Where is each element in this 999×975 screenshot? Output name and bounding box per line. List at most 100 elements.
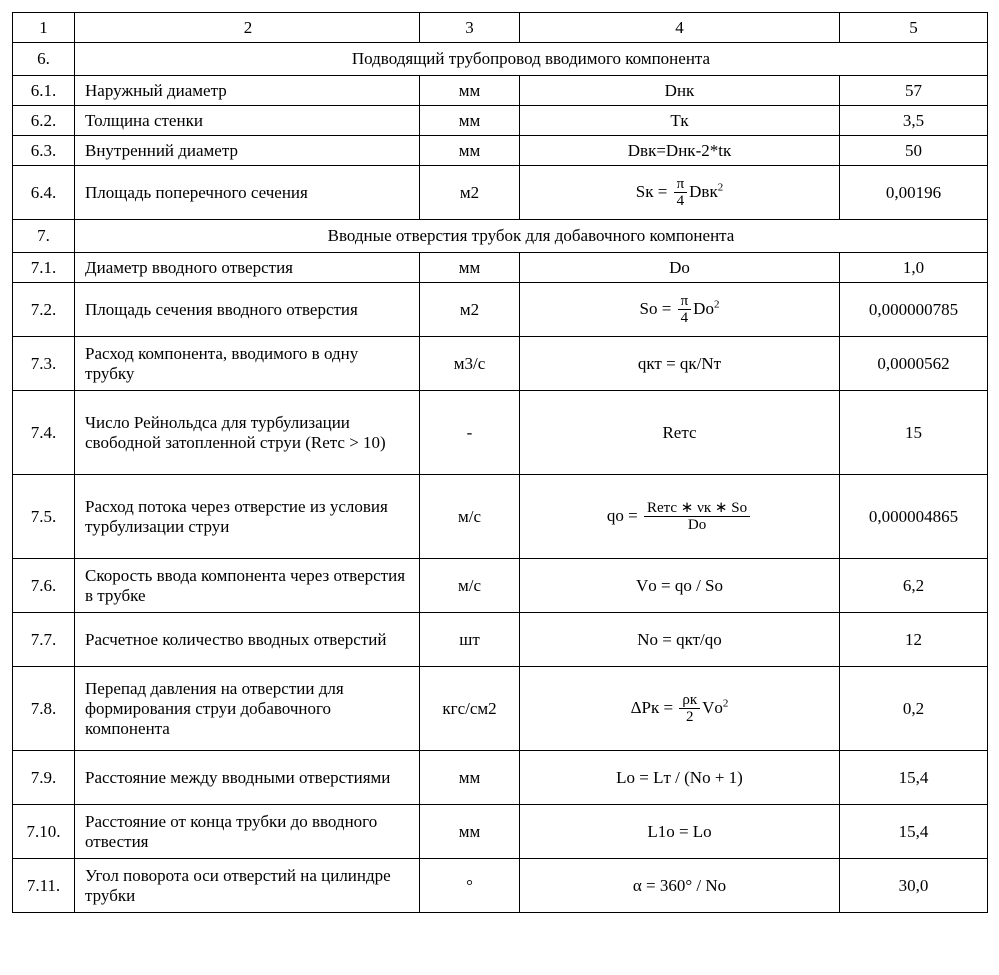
row-num: 7.10. — [13, 805, 75, 859]
row-name: Площадь поперечного сечения — [75, 166, 420, 220]
frac-den: 4 — [678, 310, 692, 327]
row-name: Расчетное количество вводных отверстий — [75, 613, 420, 667]
row-num: 6.3. — [13, 136, 75, 166]
frac-den: 4 — [674, 193, 688, 210]
row-num: 6.1. — [13, 76, 75, 106]
row-7-2: 7.2. Площадь сечения вводного отверстия … — [13, 283, 988, 337]
row-6-2: 6.2. Толщина стенки мм Тк 3,5 — [13, 106, 988, 136]
row-7-3: 7.3. Расход компонента, вводимого в одну… — [13, 337, 988, 391]
row-num: 7.1. — [13, 253, 75, 283]
formula-prefix: Sо = — [640, 298, 676, 317]
row-name: Расстояние от конца трубки до вводного о… — [75, 805, 420, 859]
formula-sup: 2 — [714, 298, 720, 310]
row-unit: мм — [420, 76, 520, 106]
row-unit: кгс/см2 — [420, 667, 520, 751]
row-7-11: 7.11. Угол поворота оси отверстий на цил… — [13, 859, 988, 913]
row-unit: мм — [420, 805, 520, 859]
fraction: Reтс ∗ νк ∗ SоDо — [644, 500, 750, 534]
row-unit: м/с — [420, 559, 520, 613]
section-7-title: Вводные отверстия трубок для добавочного… — [75, 220, 988, 253]
header-col-5: 5 — [840, 13, 988, 43]
fraction: π4 — [678, 293, 692, 327]
row-formula: Dнк — [520, 76, 840, 106]
row-unit: мм — [420, 136, 520, 166]
formula-base: Dвк — [689, 181, 718, 200]
row-value: 6,2 — [840, 559, 988, 613]
section-6-title: Подводящий трубопровод вводимого компоне… — [75, 43, 988, 76]
row-formula: Sо = π4Dо2 — [520, 283, 840, 337]
row-name: Скорость ввода компонента через отверсти… — [75, 559, 420, 613]
row-num: 7.6. — [13, 559, 75, 613]
row-value: 15,4 — [840, 805, 988, 859]
frac-num: π — [678, 293, 692, 311]
header-col-4: 4 — [520, 13, 840, 43]
row-value: 57 — [840, 76, 988, 106]
formula-base: Vо — [702, 697, 723, 716]
frac-den: Dо — [644, 517, 750, 534]
row-7-5: 7.5. Расход потока через отверстие из ус… — [13, 475, 988, 559]
row-formula: Lо = Lт / (Nо + 1) — [520, 751, 840, 805]
header-col-1: 1 — [13, 13, 75, 43]
row-6-3: 6.3. Внутренний диаметр мм Dвк=Dнк-2*tк … — [13, 136, 988, 166]
row-7-4: 7.4. Число Рейнольдса для турбулизации с… — [13, 391, 988, 475]
row-unit: м2 — [420, 166, 520, 220]
row-unit: м3/с — [420, 337, 520, 391]
frac-num: π — [674, 176, 688, 194]
row-unit: мм — [420, 751, 520, 805]
section-7-num: 7. — [13, 220, 75, 253]
formula-base: Dо — [693, 298, 714, 317]
row-name: Наружный диаметр — [75, 76, 420, 106]
row-unit: мм — [420, 253, 520, 283]
row-formula: Dвк=Dнк-2*tк — [520, 136, 840, 166]
row-name: Расстояние между вводными отверстиями — [75, 751, 420, 805]
row-num: 7.8. — [13, 667, 75, 751]
row-value: 12 — [840, 613, 988, 667]
section-7-header: 7. Вводные отверстия трубок для добавочн… — [13, 220, 988, 253]
row-num: 7.2. — [13, 283, 75, 337]
row-name: Расход компонента, вводимого в одну труб… — [75, 337, 420, 391]
row-num: 6.4. — [13, 166, 75, 220]
formula-prefix: Sк = — [636, 181, 672, 200]
section-6-num: 6. — [13, 43, 75, 76]
row-num: 7.7. — [13, 613, 75, 667]
row-num: 7.4. — [13, 391, 75, 475]
row-name: Диаметр вводного отверстия — [75, 253, 420, 283]
parameters-table: 1 2 3 4 5 6. Подводящий трубопровод ввод… — [12, 12, 988, 913]
formula-sup: 2 — [718, 181, 724, 193]
row-formula: α = 360° / Nо — [520, 859, 840, 913]
row-value: 0,000000785 — [840, 283, 988, 337]
row-unit: шт — [420, 613, 520, 667]
frac-num: Reтс ∗ νк ∗ Sо — [644, 500, 750, 518]
row-name: Угол поворота оси отверстий на цилиндре … — [75, 859, 420, 913]
row-7-6: 7.6. Скорость ввода компонента через отв… — [13, 559, 988, 613]
row-value: 3,5 — [840, 106, 988, 136]
row-unit: мм — [420, 106, 520, 136]
row-value: 30,0 — [840, 859, 988, 913]
row-unit: ° — [420, 859, 520, 913]
row-value: 15 — [840, 391, 988, 475]
row-num: 6.2. — [13, 106, 75, 136]
row-7-9: 7.9. Расстояние между вводными отверстия… — [13, 751, 988, 805]
header-col-3: 3 — [420, 13, 520, 43]
row-name: Толщина стенки — [75, 106, 420, 136]
row-num: 7.3. — [13, 337, 75, 391]
row-unit: м/с — [420, 475, 520, 559]
formula-prefix: ΔPк = — [631, 697, 678, 716]
row-unit: м2 — [420, 283, 520, 337]
table-header-row: 1 2 3 4 5 — [13, 13, 988, 43]
row-6-4: 6.4. Площадь поперечного сечения м2 Sк =… — [13, 166, 988, 220]
row-name: Число Рейнольдса для турбулизации свобод… — [75, 391, 420, 475]
row-formula: Тк — [520, 106, 840, 136]
fraction: ρк2 — [679, 692, 700, 726]
row-7-7: 7.7. Расчетное количество вводных отверс… — [13, 613, 988, 667]
fraction: π4 — [674, 176, 688, 210]
frac-den: 2 — [679, 709, 700, 726]
row-formula: Reтс — [520, 391, 840, 475]
frac-num: ρк — [679, 692, 700, 710]
row-7-10: 7.10. Расстояние от конца трубки до ввод… — [13, 805, 988, 859]
row-num: 7.9. — [13, 751, 75, 805]
section-6-header: 6. Подводящий трубопровод вводимого комп… — [13, 43, 988, 76]
row-num: 7.11. — [13, 859, 75, 913]
row-value: 1,0 — [840, 253, 988, 283]
row-formula: qо = Reтс ∗ νк ∗ SоDо — [520, 475, 840, 559]
